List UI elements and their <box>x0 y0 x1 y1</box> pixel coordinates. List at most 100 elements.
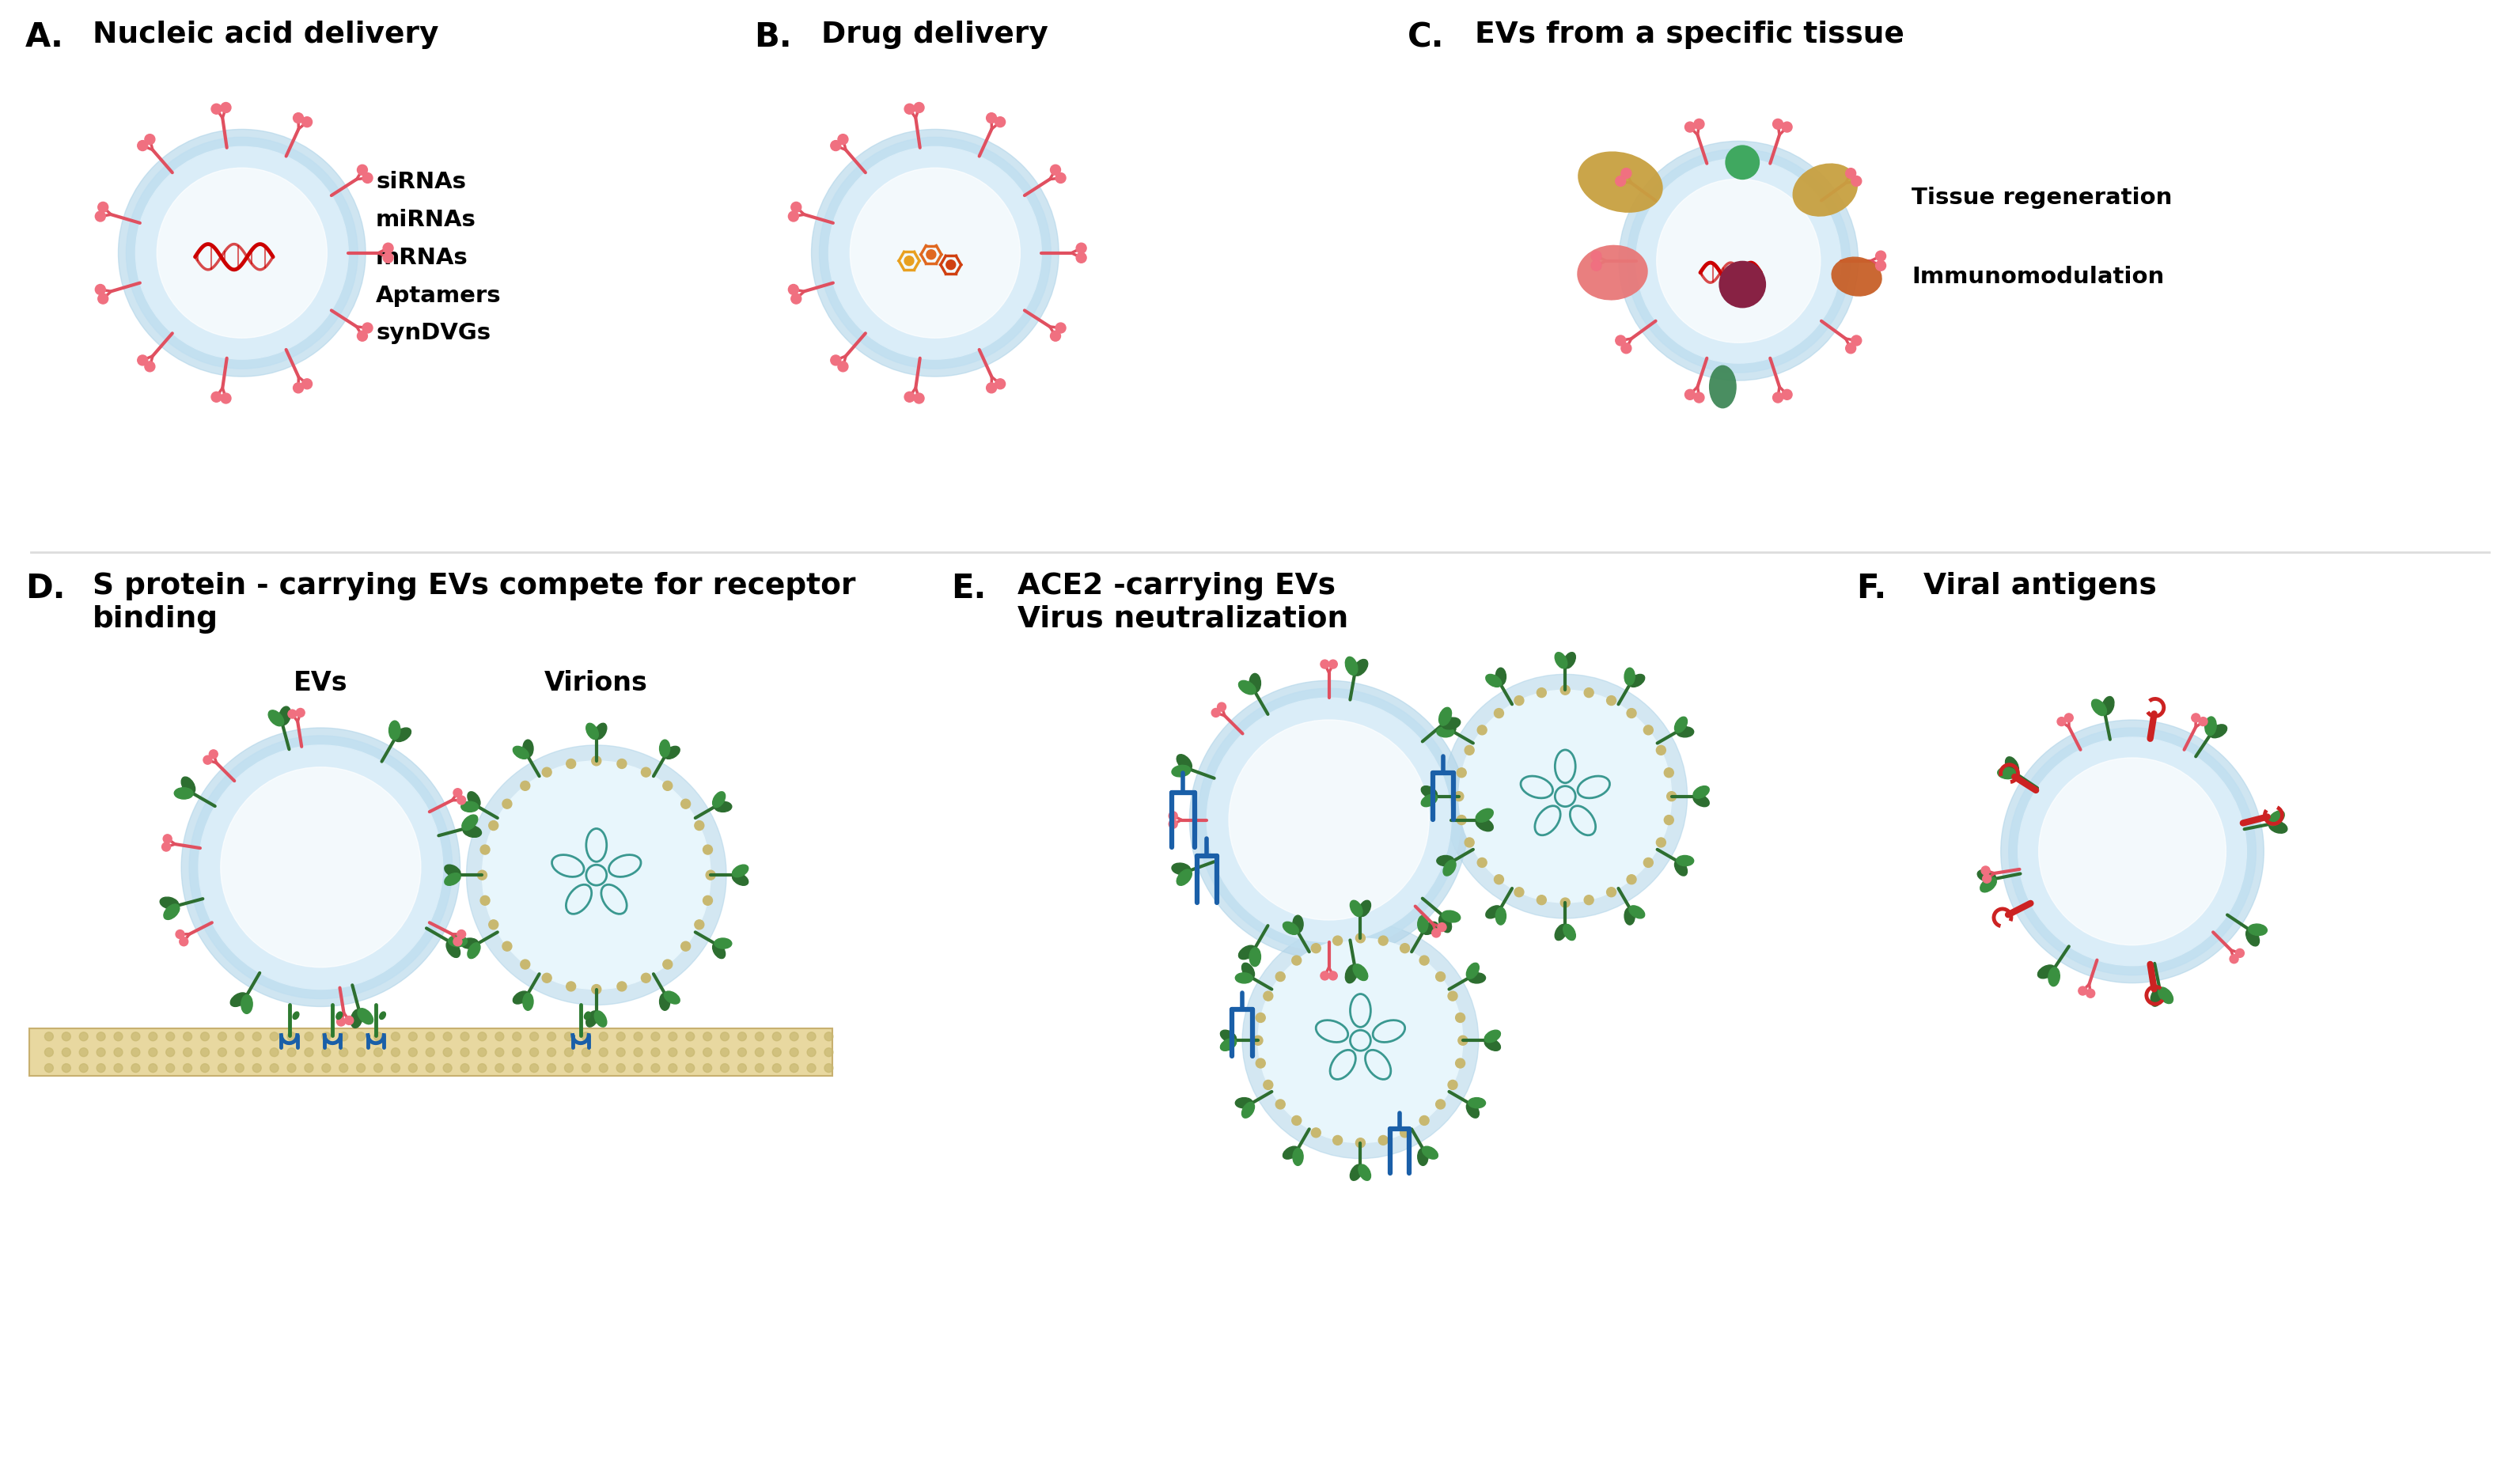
Circle shape <box>1515 887 1525 898</box>
Circle shape <box>461 1033 469 1042</box>
Ellipse shape <box>2210 724 2228 737</box>
Circle shape <box>685 1064 696 1072</box>
Text: mRNAs: mRNAs <box>375 247 469 269</box>
Circle shape <box>668 1047 678 1056</box>
Ellipse shape <box>2092 699 2107 715</box>
Circle shape <box>489 920 499 930</box>
Circle shape <box>617 1064 625 1072</box>
Ellipse shape <box>1625 908 1635 925</box>
Ellipse shape <box>461 802 479 812</box>
Ellipse shape <box>1177 755 1192 771</box>
Circle shape <box>547 1033 557 1042</box>
Ellipse shape <box>1469 1097 1484 1108</box>
Text: B.: B. <box>753 21 791 54</box>
Circle shape <box>1444 674 1688 918</box>
Circle shape <box>202 1064 209 1072</box>
Circle shape <box>617 759 627 768</box>
Circle shape <box>2019 737 2245 965</box>
Ellipse shape <box>522 740 534 757</box>
Ellipse shape <box>522 993 534 1011</box>
Circle shape <box>1693 119 1704 129</box>
Circle shape <box>340 1033 348 1042</box>
Circle shape <box>703 1047 711 1056</box>
Circle shape <box>542 974 552 983</box>
Circle shape <box>824 1064 834 1072</box>
Circle shape <box>340 1064 348 1072</box>
Circle shape <box>302 379 312 389</box>
Circle shape <box>1772 119 1784 129</box>
Circle shape <box>323 1064 330 1072</box>
Circle shape <box>685 1033 696 1042</box>
Circle shape <box>340 1047 348 1056</box>
Ellipse shape <box>1242 1102 1255 1118</box>
Circle shape <box>1293 956 1300 965</box>
Ellipse shape <box>1419 915 1429 933</box>
Circle shape <box>212 104 222 115</box>
Circle shape <box>287 1047 295 1056</box>
Circle shape <box>529 1064 539 1072</box>
Circle shape <box>96 1064 106 1072</box>
Circle shape <box>444 1033 451 1042</box>
Circle shape <box>454 937 461 946</box>
Ellipse shape <box>595 723 607 739</box>
Circle shape <box>1293 1116 1300 1125</box>
Circle shape <box>287 710 297 718</box>
Ellipse shape <box>159 898 179 909</box>
Ellipse shape <box>1293 1149 1303 1165</box>
Ellipse shape <box>393 727 411 742</box>
Ellipse shape <box>1562 652 1575 668</box>
Circle shape <box>222 103 232 113</box>
Circle shape <box>1663 815 1673 824</box>
Circle shape <box>564 1064 572 1072</box>
Circle shape <box>1494 708 1504 718</box>
Circle shape <box>1585 895 1593 905</box>
Circle shape <box>1257 939 1462 1143</box>
Ellipse shape <box>665 992 680 1003</box>
Circle shape <box>542 767 552 777</box>
Circle shape <box>305 1033 312 1042</box>
Ellipse shape <box>1444 859 1457 876</box>
Text: synDVGs: synDVGs <box>375 322 491 344</box>
Circle shape <box>849 167 1021 338</box>
Circle shape <box>363 173 373 184</box>
Circle shape <box>663 959 673 970</box>
Ellipse shape <box>1240 946 1255 959</box>
Circle shape <box>806 1033 816 1042</box>
Circle shape <box>668 1033 678 1042</box>
Ellipse shape <box>1555 924 1567 940</box>
Ellipse shape <box>1346 657 1358 676</box>
Circle shape <box>668 1064 678 1072</box>
Circle shape <box>985 113 995 123</box>
Ellipse shape <box>469 943 481 958</box>
Ellipse shape <box>1353 660 1368 676</box>
Circle shape <box>617 1033 625 1042</box>
Ellipse shape <box>1235 1097 1252 1108</box>
Ellipse shape <box>1441 911 1462 923</box>
Circle shape <box>582 1064 590 1072</box>
Circle shape <box>564 1047 572 1056</box>
Circle shape <box>292 383 302 394</box>
Circle shape <box>703 845 713 855</box>
Ellipse shape <box>464 826 481 837</box>
Ellipse shape <box>1220 1030 1237 1043</box>
Circle shape <box>45 1047 53 1056</box>
Circle shape <box>738 1064 746 1072</box>
Circle shape <box>479 1047 486 1056</box>
Circle shape <box>204 755 212 764</box>
Ellipse shape <box>381 1012 386 1019</box>
Circle shape <box>1449 992 1457 1000</box>
Circle shape <box>721 1064 728 1072</box>
Ellipse shape <box>2157 987 2172 1003</box>
Ellipse shape <box>1250 673 1260 692</box>
Circle shape <box>1464 745 1474 755</box>
Circle shape <box>1560 898 1570 908</box>
Circle shape <box>1056 323 1066 333</box>
Circle shape <box>806 1064 816 1072</box>
Circle shape <box>1051 165 1061 175</box>
Ellipse shape <box>1242 964 1255 978</box>
Circle shape <box>1585 687 1593 698</box>
Circle shape <box>383 242 393 253</box>
Ellipse shape <box>1792 163 1857 216</box>
Circle shape <box>529 1033 539 1042</box>
Circle shape <box>738 1033 746 1042</box>
